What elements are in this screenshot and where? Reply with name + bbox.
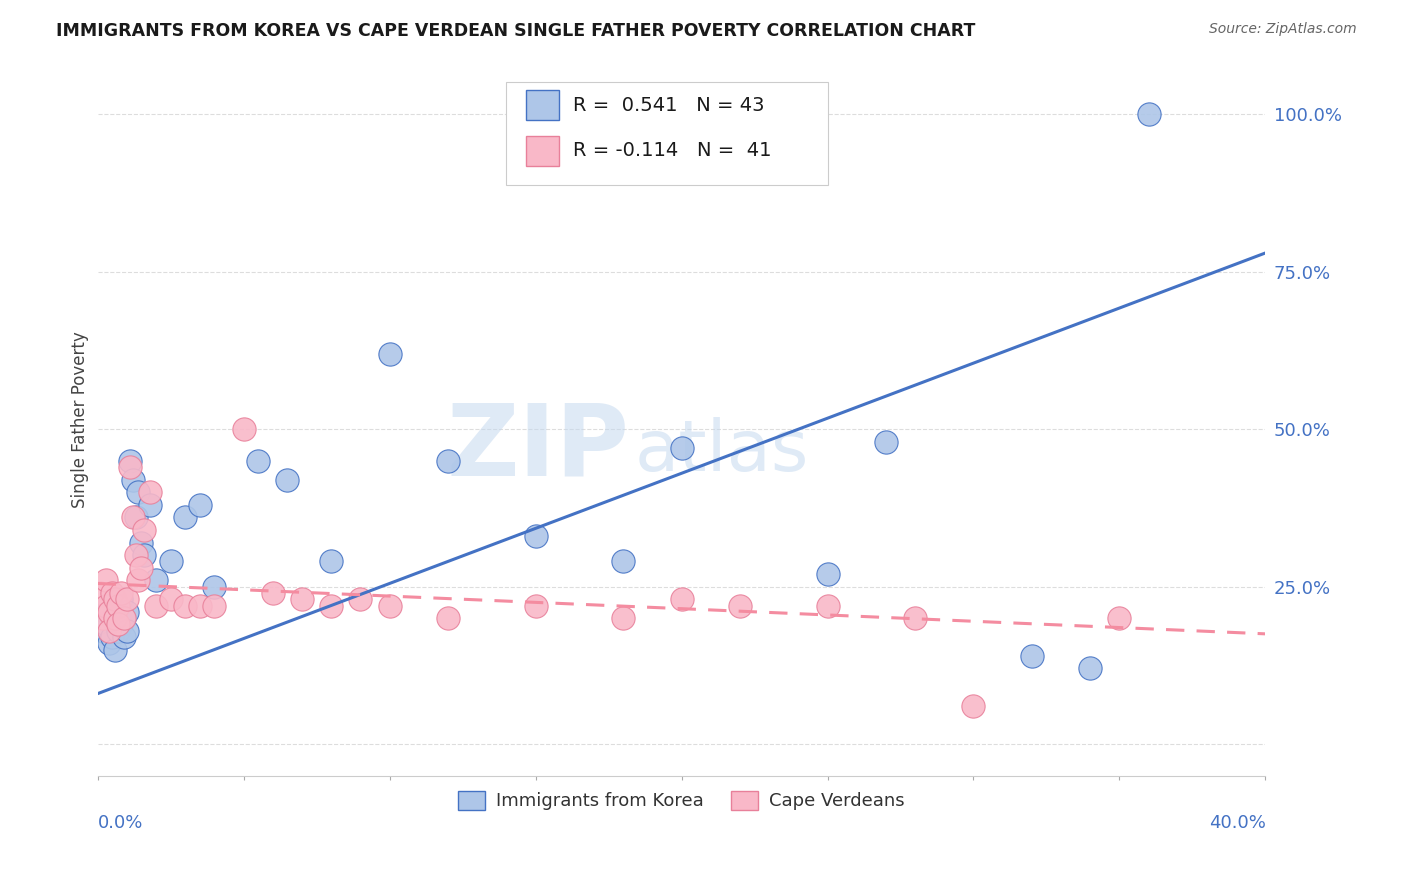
Point xyxy=(107,599,129,613)
Point xyxy=(232,422,254,436)
Point xyxy=(107,624,129,638)
Point xyxy=(110,586,132,600)
Point xyxy=(134,548,156,562)
Point xyxy=(101,630,124,644)
Point xyxy=(98,636,121,650)
Point xyxy=(112,630,135,644)
Text: R =  0.541   N = 43: R = 0.541 N = 43 xyxy=(572,95,765,115)
Point xyxy=(115,605,138,619)
Text: Source: ZipAtlas.com: Source: ZipAtlas.com xyxy=(1209,22,1357,37)
Point xyxy=(101,586,124,600)
Point xyxy=(188,498,211,512)
Text: 40.0%: 40.0% xyxy=(1209,814,1265,832)
Point xyxy=(131,535,153,549)
Point xyxy=(107,617,129,632)
Point xyxy=(104,592,127,607)
Legend: Immigrants from Korea, Cape Verdeans: Immigrants from Korea, Cape Verdeans xyxy=(451,784,912,818)
Point xyxy=(98,599,121,613)
Point xyxy=(98,605,121,619)
Point xyxy=(817,599,839,613)
Point xyxy=(96,599,118,613)
Y-axis label: Single Father Poverty: Single Father Poverty xyxy=(72,332,89,508)
FancyBboxPatch shape xyxy=(526,90,560,120)
Point xyxy=(1078,661,1101,675)
Point xyxy=(115,624,138,638)
Point xyxy=(437,611,460,625)
Point xyxy=(817,567,839,582)
Point xyxy=(349,592,371,607)
Text: IMMIGRANTS FROM KOREA VS CAPE VERDEAN SINGLE FATHER POVERTY CORRELATION CHART: IMMIGRANTS FROM KOREA VS CAPE VERDEAN SI… xyxy=(56,22,976,40)
Point xyxy=(202,580,225,594)
Point xyxy=(104,605,127,619)
Point xyxy=(110,617,132,632)
Point xyxy=(1108,611,1130,625)
Point xyxy=(671,592,693,607)
Point xyxy=(115,592,138,607)
FancyBboxPatch shape xyxy=(526,136,560,166)
Point xyxy=(188,599,211,613)
Point xyxy=(1021,648,1043,663)
Point xyxy=(174,510,197,524)
Point xyxy=(127,574,149,588)
Point xyxy=(904,611,927,625)
Point xyxy=(89,611,111,625)
Point xyxy=(728,599,751,613)
Point xyxy=(671,441,693,455)
Point xyxy=(962,699,984,714)
Point xyxy=(174,599,197,613)
Point xyxy=(96,574,118,588)
Point xyxy=(124,510,146,524)
Point xyxy=(98,624,121,638)
Point xyxy=(139,498,162,512)
Point xyxy=(524,599,547,613)
Text: 0.0%: 0.0% xyxy=(97,814,143,832)
Point xyxy=(276,473,298,487)
Point xyxy=(127,485,149,500)
Point xyxy=(262,586,284,600)
Text: atlas: atlas xyxy=(634,417,810,486)
Point xyxy=(104,611,127,625)
Point xyxy=(96,617,118,632)
Point xyxy=(112,611,135,625)
Point xyxy=(89,586,111,600)
Point xyxy=(612,554,634,568)
Point xyxy=(875,434,897,449)
Point xyxy=(96,605,118,619)
Point xyxy=(134,523,156,537)
Point xyxy=(247,453,270,467)
Point xyxy=(101,611,124,625)
Text: ZIP: ZIP xyxy=(446,400,628,497)
Point xyxy=(159,592,181,607)
Point xyxy=(321,554,343,568)
Point xyxy=(110,592,132,607)
Point xyxy=(437,453,460,467)
Point xyxy=(145,599,167,613)
Point xyxy=(107,599,129,613)
Point xyxy=(612,611,634,625)
Point xyxy=(159,554,181,568)
Point xyxy=(378,599,401,613)
Point xyxy=(121,473,143,487)
Point xyxy=(93,611,115,625)
Point xyxy=(1137,107,1160,121)
Point xyxy=(291,592,314,607)
Text: R = -0.114   N =  41: R = -0.114 N = 41 xyxy=(572,141,772,161)
Point xyxy=(524,529,547,543)
Point xyxy=(118,460,141,475)
Point xyxy=(112,611,135,625)
Point xyxy=(145,574,167,588)
Point xyxy=(121,510,143,524)
Point xyxy=(124,548,146,562)
Point xyxy=(104,642,127,657)
Point xyxy=(118,453,141,467)
Point xyxy=(202,599,225,613)
Point xyxy=(378,346,401,360)
Point xyxy=(131,560,153,574)
Point xyxy=(93,624,115,638)
Point xyxy=(139,485,162,500)
Point xyxy=(321,599,343,613)
FancyBboxPatch shape xyxy=(506,82,828,185)
